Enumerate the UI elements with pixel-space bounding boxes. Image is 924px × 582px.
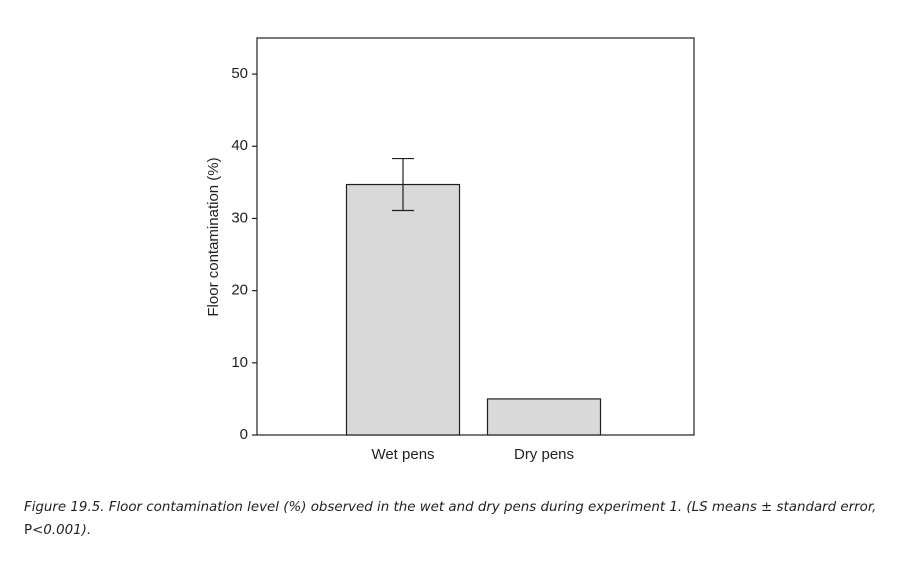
plot-frame bbox=[256, 37, 695, 436]
y-tick-label: 0 bbox=[240, 426, 248, 443]
x-category-label: Dry pens bbox=[514, 446, 574, 463]
error-bar bbox=[392, 157, 414, 212]
bar bbox=[345, 183, 461, 436]
y-axis-title: Floor contamination (%) bbox=[205, 157, 222, 316]
y-tick-label: 50 bbox=[231, 65, 248, 82]
bar bbox=[486, 398, 602, 436]
bar-chart: 0 10 20 30 40 50 Wet pens Dry pens Floor conta… bbox=[205, 37, 695, 463]
y-tick-label: 30 bbox=[231, 209, 248, 226]
caption-text-end: <0.001). bbox=[32, 523, 92, 538]
x-labels-layer: Wet pens Dry pens bbox=[371, 446, 574, 463]
y-tick-label: 10 bbox=[231, 354, 248, 371]
y-tick-label: 40 bbox=[231, 137, 248, 154]
y-tick-label: 20 bbox=[231, 282, 248, 299]
x-category-label: Wet pens bbox=[371, 446, 434, 463]
caption-text-main: Figure 19.5. Floor contamination level (… bbox=[24, 500, 877, 515]
caption-p-symbol: P bbox=[24, 523, 33, 538]
figure-caption: Figure 19.5. Floor contamination level (… bbox=[24, 496, 904, 542]
bars-layer bbox=[345, 157, 602, 436]
y-ticks-layer: 0 10 20 30 40 50 bbox=[231, 65, 257, 443]
